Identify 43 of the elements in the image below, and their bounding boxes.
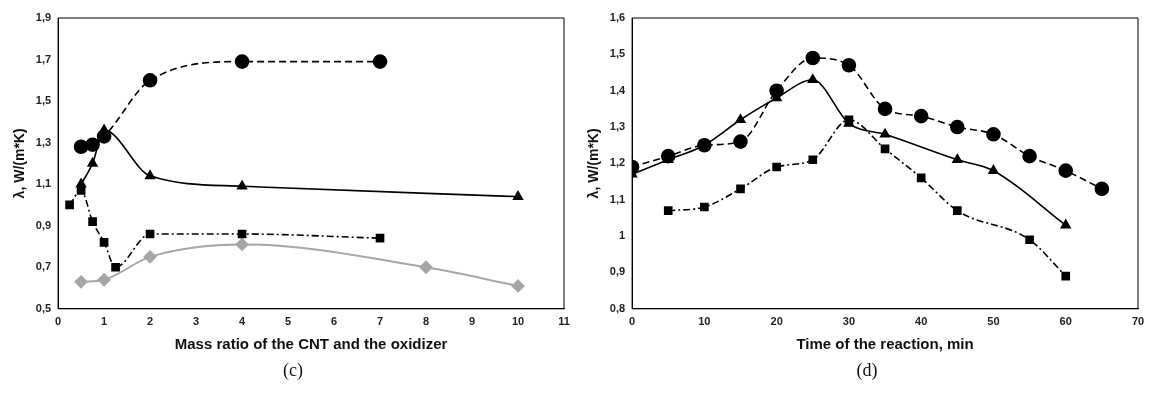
x-tick-label: 0 — [629, 315, 636, 328]
x-tick-label: 10 — [511, 315, 525, 328]
y-tick-label: 1,9 — [35, 11, 52, 24]
y-tick-label: 1,5 — [35, 94, 52, 107]
y-tick-label: 1 — [618, 229, 626, 242]
x-tick-label: 30 — [842, 315, 856, 328]
x-tick-label: 0 — [55, 315, 62, 328]
x-tick-label: 1 — [101, 315, 108, 328]
y-tick-label: 1,1 — [35, 177, 52, 190]
x-tick-label: 11 — [558, 315, 570, 328]
y-tick-label: 1,3 — [35, 135, 52, 148]
y-tick-label: 1,6 — [609, 11, 626, 24]
text: (c) — [283, 360, 303, 381]
y-tick-label: 0,5 — [35, 301, 52, 314]
x-tick-label: 60 — [1059, 315, 1072, 328]
y-tick-label: 1,3 — [609, 120, 626, 133]
y-tick-label: 0,8 — [609, 301, 626, 314]
text: (d) — [856, 360, 878, 381]
x-axis-title: Mass ratio of the CNT and the oxidizer — [174, 335, 448, 353]
x-tick-label: 5 — [284, 315, 292, 328]
x-tick-label: 70 — [1131, 315, 1145, 328]
y-tick-label: 0,9 — [35, 218, 52, 231]
x-tick-label: 9 — [468, 315, 476, 328]
x-tick-label: 40 — [915, 315, 928, 328]
y-tick-label: 1,1 — [609, 192, 626, 205]
y-axis-title: λ, W/(m*K) — [585, 128, 602, 199]
y-tick-label: 1,4 — [609, 83, 626, 96]
x-axis-title: Time of the reaction, min — [796, 335, 974, 353]
y-tick-label: 0,9 — [609, 265, 626, 278]
x-tick-label: 7 — [376, 315, 384, 328]
y-tick-label: 1,2 — [609, 156, 626, 169]
y-tick-label: 0,7 — [35, 260, 52, 273]
x-tick-label: 3 — [193, 315, 200, 328]
x-tick-label: 10 — [698, 315, 711, 328]
x-tick-label: 2 — [147, 315, 154, 328]
x-tick-label: 20 — [770, 315, 783, 328]
y-tick-label: 1,7 — [35, 52, 52, 65]
y-axis-title: λ, W/(m*K) — [11, 128, 28, 199]
x-tick-label: 4 — [239, 315, 246, 328]
x-tick-label: 50 — [987, 315, 1000, 328]
x-tick-label: 6 — [330, 315, 338, 328]
x-tick-label: 8 — [422, 315, 430, 328]
y-tick-label: 1,5 — [609, 47, 626, 60]
